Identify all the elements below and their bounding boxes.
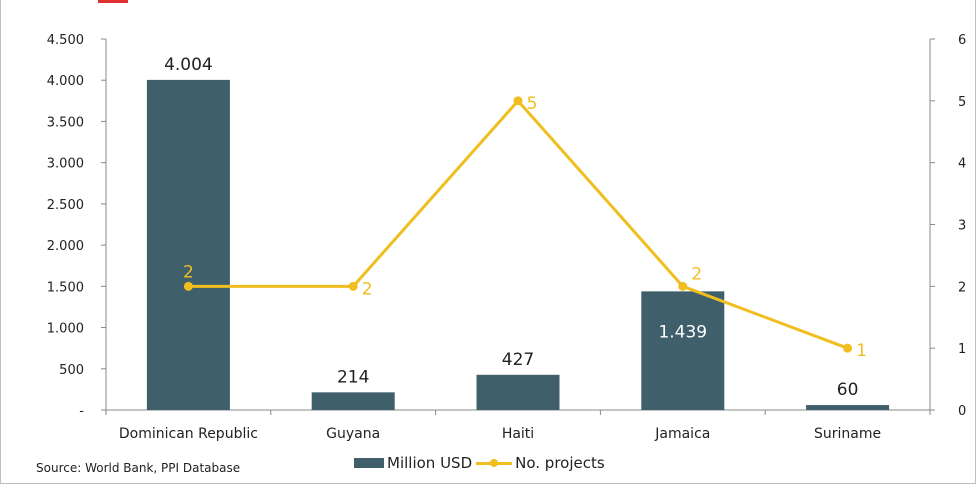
- category-label: Suriname: [814, 426, 881, 442]
- right-tick-label: 0: [958, 404, 966, 419]
- line-value-label: 2: [691, 264, 702, 284]
- left-tick-label: 1.000: [47, 322, 84, 337]
- line-value-label: 1: [856, 341, 867, 361]
- right-tick-label: 2: [958, 280, 966, 295]
- left-tick-label: 1.500: [47, 280, 84, 295]
- legend-swatch-bars: [354, 458, 384, 468]
- bar-value-label: 214: [337, 367, 369, 387]
- legend-label-line: No. projects: [515, 454, 605, 472]
- bar-value-label: 1.439: [658, 323, 707, 343]
- left-tick-label: -: [79, 404, 84, 419]
- category-label: Guyana: [326, 426, 380, 442]
- legend: Million USD No. projects: [354, 452, 609, 474]
- category-label: Haiti: [502, 426, 534, 442]
- category-label: Dominican Republic: [119, 426, 258, 442]
- right-tick-label: 3: [958, 219, 966, 234]
- left-tick-label: 500: [59, 363, 84, 378]
- legend-item-bars: Million USD: [354, 454, 472, 472]
- projects-point: [514, 96, 523, 105]
- left-tick-label: 4.500: [47, 33, 84, 48]
- bar-haiti: [477, 375, 560, 410]
- projects-point: [184, 282, 193, 291]
- bar-guyana: [312, 392, 395, 410]
- line-value-label: 2: [362, 279, 373, 299]
- left-tick-label: 3.000: [47, 157, 84, 172]
- line-value-label: 5: [527, 94, 538, 114]
- projects-point: [349, 282, 358, 291]
- right-tick-label: 6: [958, 33, 966, 48]
- right-tick-label: 4: [958, 157, 966, 172]
- bar-value-label: 60: [837, 380, 859, 400]
- projects-line: [188, 101, 847, 348]
- bar-jamaica: [641, 291, 724, 410]
- right-tick-label: 1: [958, 342, 966, 357]
- legend-swatch-line: [476, 458, 512, 468]
- left-tick-label: 4.000: [47, 74, 84, 89]
- left-tick-label: 2.000: [47, 239, 84, 254]
- left-tick-label: 3.500: [47, 115, 84, 130]
- left-tick-label: 2.500: [47, 198, 84, 213]
- projects-point: [843, 344, 852, 353]
- line-value-label: 2: [183, 262, 194, 282]
- projects-point: [678, 282, 687, 291]
- category-label: Jamaica: [654, 426, 710, 442]
- source-note: Source: World Bank, PPI Database: [36, 461, 240, 475]
- bar-suriname: [806, 405, 889, 410]
- right-tick-label: 5: [958, 95, 966, 110]
- bar-dominican-republic: [147, 80, 230, 410]
- legend-label-bars: Million USD: [387, 454, 472, 472]
- bar-value-label: 4.004: [164, 55, 213, 75]
- bar-value-label: 427: [502, 350, 534, 370]
- legend-item-line: No. projects: [476, 454, 605, 472]
